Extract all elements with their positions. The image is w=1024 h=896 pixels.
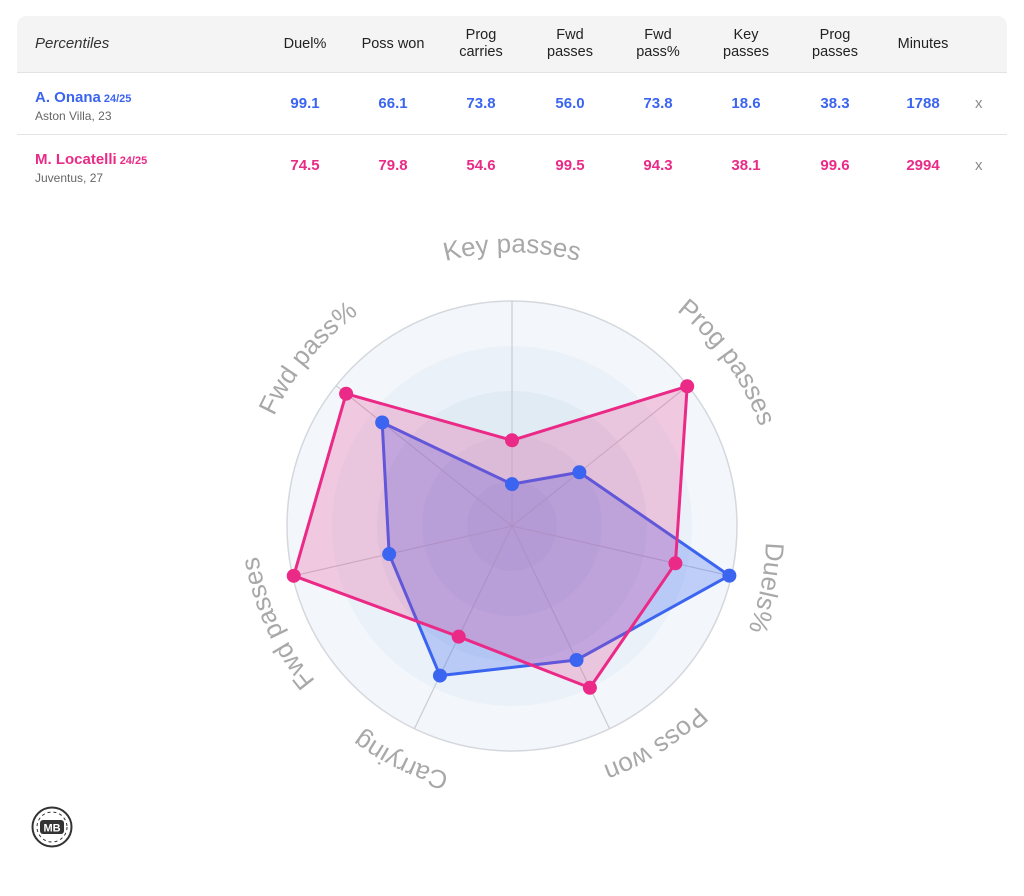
col-header-prog-passes[interactable]: Prog passes — [812, 27, 858, 60]
table-cell: 99.1 — [290, 95, 320, 112]
table-cell: 74.5 — [290, 157, 320, 174]
radar-spoke — [335, 385, 513, 527]
radar-series — [286, 379, 737, 695]
table-cell: 94.3 — [643, 157, 673, 174]
player-season: 24/25 — [103, 93, 132, 105]
percentiles-header-label: Percentiles — [35, 35, 110, 52]
player-season: 24/25 — [119, 155, 148, 167]
remove-player-button[interactable]: x — [975, 157, 983, 174]
radar-spoke — [511, 525, 611, 729]
table-cell: 66.1 — [378, 95, 408, 112]
col-header-prog-carries[interactable]: Prog carries — [459, 27, 503, 60]
table-cell: 38.3 — [820, 95, 850, 112]
radar-point[interactable] — [286, 568, 301, 583]
table-cell: 2994 — [906, 157, 940, 174]
radar-point[interactable] — [572, 465, 587, 480]
radar-point[interactable] — [569, 652, 584, 667]
player-info: A. Onana 24/25 Aston Villa, 23 — [35, 89, 131, 123]
radar-point[interactable] — [505, 477, 519, 492]
remove-player-button[interactable]: x — [975, 95, 983, 112]
player-name[interactable]: M. Locatelli — [35, 151, 117, 168]
table-cell: 18.6 — [731, 95, 761, 112]
player-club: Aston Villa, 23 — [35, 109, 112, 123]
radar-point[interactable] — [582, 680, 597, 695]
col-header-key-passes[interactable]: Key passes — [723, 27, 769, 60]
radar-point[interactable] — [382, 547, 397, 562]
axis-label-duels-pct: Duels% — [743, 542, 790, 638]
table-cell: 79.8 — [378, 157, 408, 174]
radar-point[interactable] — [668, 556, 683, 571]
player-info: M. Locatelli 24/25 Juventus, 27 — [35, 151, 147, 185]
radar-spoke — [511, 385, 689, 527]
radar-point[interactable] — [722, 568, 737, 583]
table-cell: 73.8 — [643, 95, 673, 112]
radar-spoke — [511, 525, 732, 577]
col-header-fwd-passes[interactable]: Fwd passes — [547, 27, 593, 60]
radar-spoke — [292, 525, 513, 577]
percentile-table: Percentiles Duel% Poss won Prog carries … — [17, 16, 1007, 196]
table-row: M. Locatelli 24/25 Juventus, 27 74.5 79.8… — [17, 135, 1007, 196]
radar-series-area — [292, 384, 689, 690]
col-header-duel-pct[interactable]: Duel% — [283, 35, 327, 52]
svg-text:MB: MB — [43, 823, 60, 835]
radar-point[interactable] — [375, 415, 390, 430]
col-header-poss-won[interactable]: Poss won — [361, 35, 425, 52]
table-header: Percentiles Duel% Poss won Prog carries … — [17, 16, 1007, 73]
radar-point[interactable] — [432, 668, 447, 683]
table-cell: 99.5 — [555, 157, 585, 174]
radar-spoke — [413, 525, 513, 729]
table-cell: 73.8 — [466, 95, 496, 112]
mb-logo: MB — [31, 806, 73, 848]
table-cell: 38.1 — [731, 157, 761, 174]
table-row: A. Onana 24/25 Aston Villa, 23 99.1 66.1 … — [17, 73, 1007, 135]
table-cell: 99.6 — [820, 157, 850, 174]
radar-point[interactable] — [680, 379, 695, 394]
player-club: Juventus, 27 — [35, 171, 104, 185]
col-header-minutes[interactable]: Minutes — [897, 35, 949, 52]
player-name[interactable]: A. Onana — [35, 89, 101, 106]
col-header-fwd-pass-pct[interactable]: Fwd pass% — [636, 27, 680, 60]
table-cell: 56.0 — [555, 95, 585, 112]
axis-label-key-passes: Key passes — [440, 228, 584, 267]
radar-point[interactable] — [339, 386, 354, 401]
table-cell: 1788 — [906, 95, 940, 112]
radar-point[interactable] — [451, 629, 466, 644]
radar-spokes — [292, 301, 732, 729]
radar-point[interactable] — [505, 433, 519, 448]
table-cell: 54.6 — [466, 157, 496, 174]
